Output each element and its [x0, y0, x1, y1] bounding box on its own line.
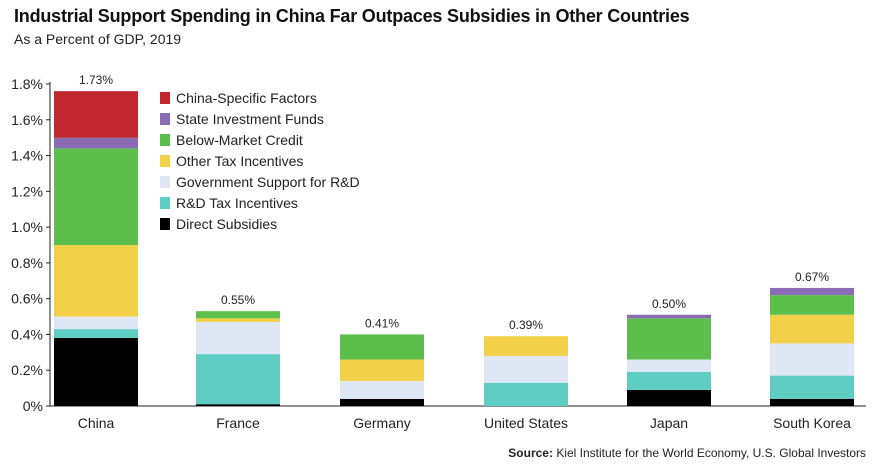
- legend-label: R&D Tax Incentives: [176, 195, 298, 211]
- bar-segment: [770, 343, 854, 376]
- bar-segment: [770, 295, 854, 315]
- y-tick-label: 0.8%: [11, 255, 43, 271]
- bar-segment: [54, 148, 138, 245]
- legend-swatch: [160, 155, 170, 167]
- bar-total-label: 0.67%: [795, 270, 829, 284]
- bar-segment: [196, 311, 280, 319]
- bar-segment: [484, 355, 568, 383]
- bar-total-label: 1.73%: [79, 73, 113, 87]
- bar-segment: [54, 137, 138, 149]
- bars: [54, 91, 854, 406]
- legend-swatch: [160, 134, 170, 146]
- y-tick-label: 0.2%: [11, 362, 43, 378]
- legend-label: China-Specific Factors: [176, 90, 317, 106]
- bar-segment: [54, 338, 138, 406]
- bar-total-label: 0.50%: [652, 297, 686, 311]
- legend-swatch: [160, 176, 170, 188]
- legend-swatch: [160, 218, 170, 230]
- bar-segment: [196, 354, 280, 405]
- bar-total-label: 0.39%: [509, 318, 543, 332]
- bar-segment: [627, 314, 711, 319]
- source-text: Kiel Institute for the World Economy, U.…: [556, 446, 866, 460]
- bar-segment: [54, 91, 138, 138]
- legend-label: Government Support for R&D: [176, 174, 360, 190]
- chart-title: Industrial Support Spending in China Far…: [14, 6, 690, 26]
- total-labels: 1.73% 0.55% 0.41% 0.39% 0.50% 0.67%: [79, 73, 829, 332]
- x-tick-label: South Korea: [773, 415, 851, 431]
- x-tick-label: France: [216, 415, 260, 431]
- bar-segment: [770, 287, 854, 296]
- bar-segment: [340, 380, 424, 399]
- legend-swatch: [160, 113, 170, 125]
- y-tick-label: 1.2%: [11, 183, 43, 199]
- bar-segment: [627, 389, 711, 406]
- y-tick-label: 0%: [23, 398, 43, 414]
- bar-total-label: 0.41%: [365, 316, 399, 330]
- bar-segment: [196, 404, 280, 406]
- legend-swatch: [160, 92, 170, 104]
- bar-segment: [770, 398, 854, 406]
- x-tick-label: China: [78, 415, 115, 431]
- bar-segment: [627, 359, 711, 373]
- x-axis-labels: China France Germany United States Japan Sout…: [78, 415, 851, 431]
- bar-segment: [770, 314, 854, 344]
- y-tick-label: 1.4%: [11, 148, 43, 164]
- legend-label: Below-Market Credit: [176, 132, 303, 148]
- x-tick-label: Japan: [650, 415, 688, 431]
- x-tick-label: Germany: [353, 415, 411, 431]
- source-label: Source:: [508, 446, 553, 460]
- legend-label: Other Tax Incentives: [176, 153, 303, 169]
- bar-segment: [54, 245, 138, 317]
- y-tick-label: 1.8%: [11, 76, 43, 92]
- legend-label: Direct Subsidies: [176, 216, 277, 232]
- bar-segment: [196, 321, 280, 355]
- bar-segment: [196, 318, 280, 322]
- bar-segment: [54, 329, 138, 339]
- legend-label: State Investment Funds: [176, 111, 324, 127]
- bar-segment: [484, 336, 568, 356]
- source-note: Source: Kiel Institute for the World Eco…: [508, 446, 866, 460]
- y-tick-label: 0.4%: [11, 326, 43, 342]
- y-tick-label: 0.6%: [11, 291, 43, 307]
- y-tick-label: 1.0%: [11, 219, 43, 235]
- legend-swatch: [160, 197, 170, 209]
- bar-segment: [340, 398, 424, 406]
- bar-segment: [627, 318, 711, 360]
- legend: China-Specific Factors State Investment F…: [160, 90, 360, 232]
- y-tick-label: 1.6%: [11, 112, 43, 128]
- bar-segment: [340, 359, 424, 381]
- bar-total-label: 0.55%: [221, 293, 255, 307]
- y-axis: 0% 0.2% 0.4% 0.6% 0.8% 1.0% 1.2% 1.4% 1.6% 1.8%: [11, 76, 866, 414]
- chart-subtitle: As a Percent of GDP, 2019: [14, 31, 182, 47]
- bar-segment: [340, 334, 424, 360]
- bar-segment: [484, 382, 568, 406]
- x-tick-label: United States: [484, 415, 568, 431]
- bar-segment: [770, 375, 854, 399]
- bar-segment: [627, 372, 711, 390]
- bar-segment: [54, 316, 138, 330]
